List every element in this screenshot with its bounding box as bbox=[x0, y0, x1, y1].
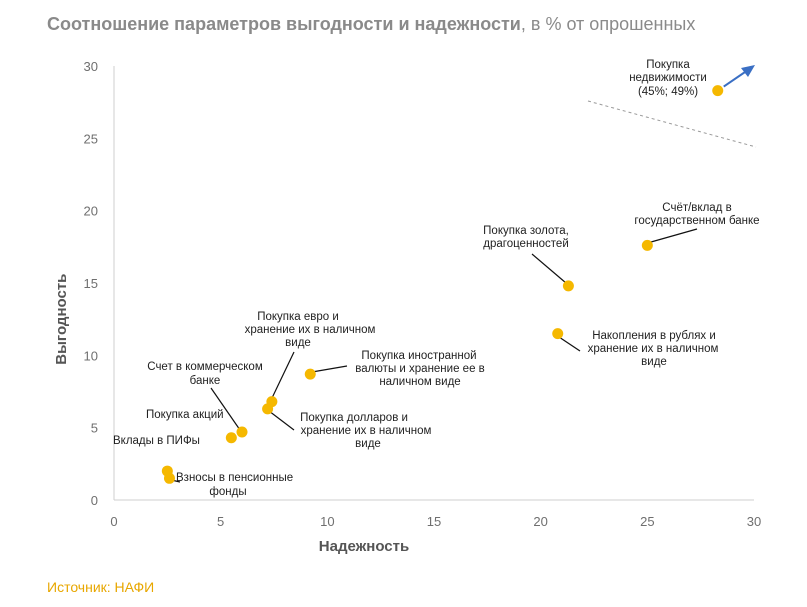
chart-title-rest: , в % от опрошенных bbox=[520, 14, 696, 34]
y-axis-title: Выгодность bbox=[53, 274, 70, 365]
leader-line-gold bbox=[531, 253, 567, 284]
chart-title-bold: Соотношение параметров выгодности и наде… bbox=[47, 14, 521, 34]
point-label-gold: Покупка золота, bbox=[483, 225, 569, 237]
data-point bbox=[236, 426, 248, 438]
break-dashed-line bbox=[587, 100, 757, 148]
data-point bbox=[262, 403, 274, 415]
x-tick-label: 20 bbox=[533, 514, 547, 529]
data-point bbox=[225, 432, 237, 444]
x-tick-label: 10 bbox=[320, 514, 334, 529]
point-label-realty: (45%; 49%) bbox=[638, 86, 698, 98]
y-tick-label: 10 bbox=[84, 348, 98, 363]
data-point bbox=[641, 239, 653, 251]
y-tick-label: 5 bbox=[91, 421, 98, 436]
x-tick-label: 5 bbox=[217, 514, 224, 529]
offscale-arrow-line bbox=[723, 69, 749, 88]
point-label-dollars: виде bbox=[355, 438, 381, 450]
y-tick-label: 25 bbox=[84, 131, 98, 146]
point-label-euro: виде bbox=[285, 337, 311, 349]
data-point bbox=[562, 280, 574, 292]
point-label-pension: Взносы в пенсионные bbox=[176, 472, 293, 484]
x-axis-title: Надежность bbox=[319, 538, 409, 555]
leader-line-foreign bbox=[311, 365, 348, 373]
point-label-state: государственном банке bbox=[634, 215, 759, 227]
point-label-pension: фонды bbox=[209, 486, 246, 498]
y-tick-label: 20 bbox=[84, 204, 98, 219]
point-label-stocks: Покупка акций bbox=[146, 409, 224, 421]
point-label-foreign: Покупка иностранной bbox=[361, 350, 476, 362]
leader-line-state bbox=[650, 228, 698, 243]
point-label-rubles: Накопления в рублях и bbox=[592, 330, 716, 342]
point-label-rubles: виде bbox=[641, 356, 667, 368]
point-label-pif: Вклады в ПИФы bbox=[113, 435, 200, 447]
point-label-dollars: хранение их в наличном bbox=[301, 425, 432, 437]
point-label-commercial: Счет в коммерческом bbox=[147, 361, 263, 373]
leader-line-commercial bbox=[210, 387, 241, 431]
leader-line-euro bbox=[271, 351, 295, 399]
point-label-state: Счёт/вклад в bbox=[662, 202, 731, 214]
x-tick-label: 25 bbox=[640, 514, 654, 529]
point-label-foreign: наличном виде bbox=[379, 376, 460, 388]
point-label-rubles: хранение их в наличном bbox=[588, 343, 719, 355]
leader-line-rubles bbox=[558, 336, 581, 352]
point-label-realty: Покупка bbox=[646, 59, 690, 71]
x-tick-label: 30 bbox=[747, 514, 761, 529]
point-label-foreign: валюты и хранение ее в bbox=[355, 363, 485, 375]
point-label-commercial: банке bbox=[190, 375, 221, 387]
point-label-realty: недвижимости bbox=[629, 72, 707, 84]
point-label-euro: Покупка евро и bbox=[257, 311, 339, 323]
point-label-gold: драгоценностей bbox=[483, 238, 569, 250]
y-tick-label: 30 bbox=[84, 59, 98, 74]
x-tick-label: 0 bbox=[110, 514, 117, 529]
data-point bbox=[163, 472, 175, 484]
point-label-dollars: Покупка долларов и bbox=[300, 412, 408, 424]
x-tick-label: 15 bbox=[427, 514, 441, 529]
chart-title: Соотношение параметров выгодности и наде… bbox=[47, 14, 695, 35]
data-point bbox=[304, 368, 316, 380]
data-point bbox=[712, 85, 724, 97]
point-label-euro: хранение их в наличном bbox=[245, 324, 376, 336]
data-point bbox=[552, 328, 564, 340]
offscale-arrow-head bbox=[741, 65, 755, 77]
source-note: Источник: НАФИ bbox=[47, 579, 155, 595]
y-tick-label: 0 bbox=[91, 493, 98, 508]
y-tick-label: 15 bbox=[84, 276, 98, 291]
leader-line-dollars bbox=[268, 410, 295, 431]
